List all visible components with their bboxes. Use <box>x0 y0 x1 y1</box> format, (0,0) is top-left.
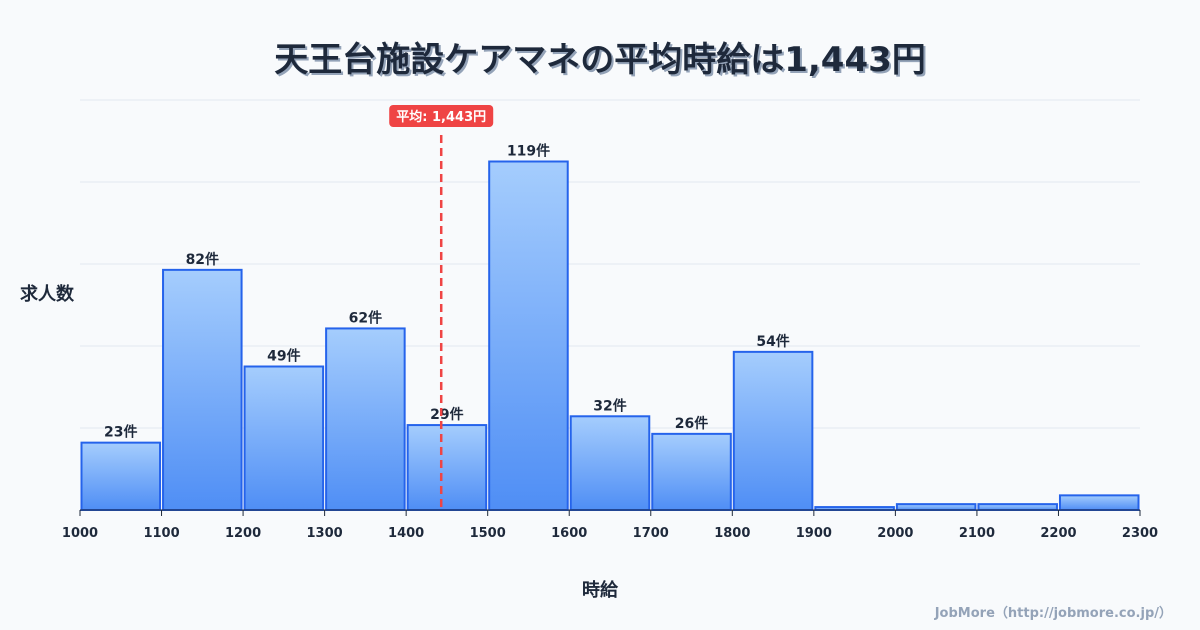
x-tick-label: 1500 <box>470 526 506 541</box>
histogram-bar <box>1058 494 1140 512</box>
y-axis-label: 求人数 <box>20 284 74 305</box>
x-tick-label: 2300 <box>1122 526 1158 541</box>
data-label: 49件 <box>267 348 300 365</box>
histogram-bar <box>895 503 977 511</box>
data-label: 82件 <box>186 251 219 268</box>
histogram-bar <box>651 432 732 512</box>
mean-label-badge <box>389 105 494 127</box>
x-tick-label: 1300 <box>307 526 343 541</box>
x-tick-label: 2100 <box>959 526 995 541</box>
data-label: 23件 <box>104 424 137 441</box>
x-tick-label: 1600 <box>551 526 587 541</box>
data-label: 29件 <box>430 406 463 423</box>
x-tick-label: 1000 <box>62 526 98 541</box>
data-label: 26件 <box>675 415 708 432</box>
histogram-bar <box>325 327 406 511</box>
histogram-bar <box>977 503 1058 511</box>
chart-title: 天王台施設ケアマネの平均時給は1,443円 <box>274 40 926 80</box>
mean-label: 平均: 1,443円 <box>396 109 486 125</box>
x-axis-label: 時給 <box>582 580 618 601</box>
x-tick-label: 1700 <box>633 526 669 541</box>
source-credit: JobMore（http://jobmore.co.jp/） <box>934 606 1172 621</box>
x-tick-label: 1900 <box>796 526 832 541</box>
data-label: 62件 <box>349 309 382 326</box>
x-tick-label: 2000 <box>877 526 913 541</box>
data-label: 32件 <box>593 397 626 414</box>
histogram-bar <box>488 160 569 511</box>
data-label: 119件 <box>507 143 550 160</box>
histogram-bar <box>162 268 243 511</box>
x-tick-label: 1800 <box>714 526 750 541</box>
histogram-bar <box>406 424 488 512</box>
histogram-bar <box>732 350 814 511</box>
x-tick-label: 2200 <box>1040 526 1076 541</box>
data-label: 54件 <box>756 333 789 350</box>
histogram-bar <box>80 441 162 511</box>
histogram-bar <box>243 365 325 511</box>
histogram-bar <box>569 415 651 511</box>
x-tick-label: 1100 <box>143 526 179 541</box>
x-tick-label: 1400 <box>388 526 424 541</box>
x-tick-label: 1200 <box>225 526 261 541</box>
